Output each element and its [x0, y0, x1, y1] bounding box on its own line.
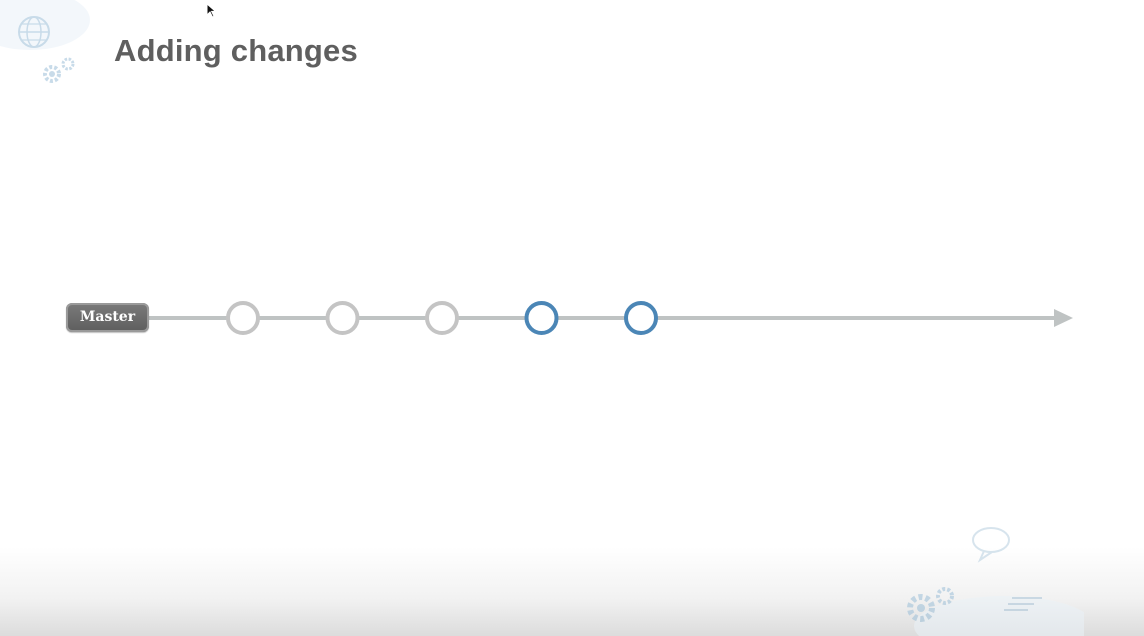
gear-icon [43, 57, 75, 83]
globe-icon [18, 16, 50, 48]
branch-label-master[interactable]: Master [66, 303, 149, 332]
commit-node[interactable] [325, 301, 360, 335]
top-left-decoration [0, 0, 90, 83]
right-arrow-icon [1054, 309, 1073, 327]
gear-icon [907, 587, 954, 622]
cloud-icon [1004, 597, 1042, 611]
commit-node-new[interactable] [624, 301, 658, 335]
commit-node-new[interactable] [524, 301, 559, 335]
mouse-pointer-icon [206, 3, 217, 18]
slide-title: Adding changes [114, 33, 358, 68]
commit-node[interactable] [226, 301, 260, 335]
commit-node[interactable] [425, 301, 459, 335]
bottom-right-decoration [907, 527, 1084, 636]
speech-bubble-icon [972, 527, 1010, 563]
